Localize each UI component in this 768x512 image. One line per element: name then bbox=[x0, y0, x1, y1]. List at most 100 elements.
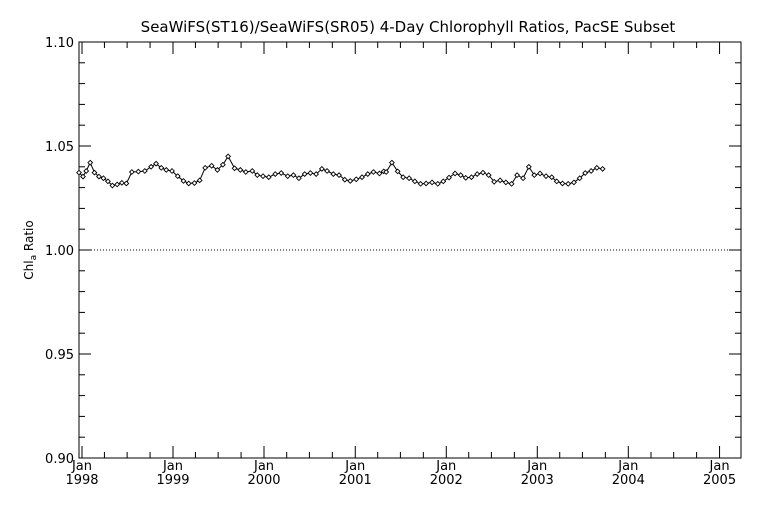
data-point bbox=[364, 171, 371, 178]
y-axis-label-rest: Ratio bbox=[22, 220, 36, 255]
data-point bbox=[208, 162, 215, 169]
data-point bbox=[324, 168, 331, 174]
data-point bbox=[571, 179, 577, 186]
data-point bbox=[429, 179, 436, 186]
x-tick-label-year: 1999 bbox=[156, 473, 189, 488]
data-point bbox=[543, 173, 549, 180]
x-tick-label-month: Jan bbox=[526, 459, 547, 474]
data-point bbox=[272, 171, 279, 178]
data-point bbox=[219, 161, 226, 168]
data-point bbox=[169, 168, 175, 174]
data-point bbox=[406, 175, 413, 182]
data-point bbox=[440, 178, 447, 185]
data-point bbox=[383, 169, 390, 175]
x-tick-label-month: Jan bbox=[253, 459, 274, 474]
data-point bbox=[485, 172, 492, 179]
y-tick-label: 0.95 bbox=[45, 348, 74, 363]
data-point bbox=[249, 168, 256, 174]
data-point bbox=[468, 174, 475, 181]
x-tick-label-month: Jan bbox=[344, 459, 365, 474]
data-point bbox=[163, 166, 170, 173]
data-point bbox=[191, 180, 198, 186]
data-point bbox=[254, 172, 261, 179]
data-point bbox=[593, 164, 600, 171]
data-point bbox=[290, 172, 297, 179]
data-point bbox=[96, 173, 102, 180]
data-point bbox=[565, 180, 572, 187]
x-tick-label-year: 2002 bbox=[430, 473, 463, 488]
data-point bbox=[123, 180, 130, 187]
data-point bbox=[359, 174, 365, 181]
x-tick-label-year: 2000 bbox=[247, 473, 280, 488]
chart-title: SeaWiFS(ST16)/SeaWiFS(SR05) 4-Day Chloro… bbox=[141, 18, 676, 36]
data-point bbox=[559, 180, 566, 187]
data-point bbox=[318, 165, 325, 172]
data-point bbox=[347, 178, 354, 184]
data-point bbox=[514, 172, 521, 179]
data-point bbox=[174, 173, 181, 180]
data-point bbox=[520, 175, 527, 182]
data-point bbox=[295, 175, 302, 182]
data-point bbox=[91, 169, 98, 176]
data-point bbox=[196, 177, 203, 184]
data-point bbox=[135, 168, 142, 175]
data-point bbox=[479, 169, 486, 176]
data-point bbox=[80, 173, 86, 180]
x-axis: Jan1998Jan1999Jan2000Jan2001Jan2002Jan20… bbox=[65, 42, 736, 488]
data-point bbox=[214, 166, 221, 173]
data-point bbox=[446, 174, 452, 181]
data-point bbox=[457, 172, 464, 179]
data-point bbox=[411, 178, 418, 185]
data-point bbox=[301, 171, 308, 178]
data-point bbox=[434, 180, 441, 187]
data-point bbox=[237, 166, 244, 173]
data-point bbox=[180, 178, 187, 184]
y-axis-label-subscript: a bbox=[29, 255, 39, 261]
x-tick-label-year: 2003 bbox=[521, 473, 554, 488]
data-point bbox=[202, 164, 209, 171]
data-point bbox=[76, 169, 82, 176]
data-point bbox=[118, 179, 125, 186]
y-tick-label: 1.05 bbox=[45, 140, 74, 155]
data-point bbox=[599, 165, 606, 172]
data-point bbox=[242, 169, 249, 175]
series-markers bbox=[76, 153, 606, 189]
x-tick-label-year: 1998 bbox=[65, 473, 98, 488]
data-point bbox=[128, 169, 135, 175]
data-point bbox=[100, 175, 107, 182]
data-point bbox=[582, 170, 589, 176]
data-point bbox=[548, 174, 555, 181]
y-tick-label: 1.10 bbox=[45, 36, 74, 51]
data-point bbox=[537, 170, 543, 177]
data-point bbox=[588, 168, 595, 174]
data-point bbox=[313, 171, 320, 178]
data-point bbox=[109, 182, 116, 189]
data-point bbox=[158, 164, 165, 171]
data-point bbox=[83, 168, 90, 174]
data-point bbox=[141, 168, 148, 174]
data-point bbox=[452, 170, 458, 177]
data-point bbox=[341, 176, 348, 183]
data-point bbox=[376, 170, 383, 177]
x-tick-label-year: 2004 bbox=[612, 473, 645, 488]
data-point bbox=[491, 178, 498, 185]
data-point bbox=[553, 178, 560, 185]
data-point bbox=[502, 179, 509, 186]
data-point bbox=[531, 172, 538, 179]
data-point bbox=[104, 178, 111, 185]
data-point bbox=[231, 165, 238, 172]
y-tick-label: 1.00 bbox=[45, 244, 74, 259]
data-point bbox=[148, 163, 154, 170]
data-point bbox=[307, 170, 314, 176]
data-point bbox=[330, 171, 337, 178]
data-point bbox=[114, 181, 121, 188]
x-tick-label-month: Jan bbox=[162, 459, 183, 474]
data-point bbox=[153, 160, 159, 167]
data-point bbox=[423, 180, 430, 187]
y-tick-label: 0.90 bbox=[45, 452, 74, 467]
data-point bbox=[497, 177, 504, 184]
data-point bbox=[225, 153, 232, 160]
x-tick-label-year: 2001 bbox=[339, 473, 372, 488]
data-point bbox=[525, 163, 532, 170]
